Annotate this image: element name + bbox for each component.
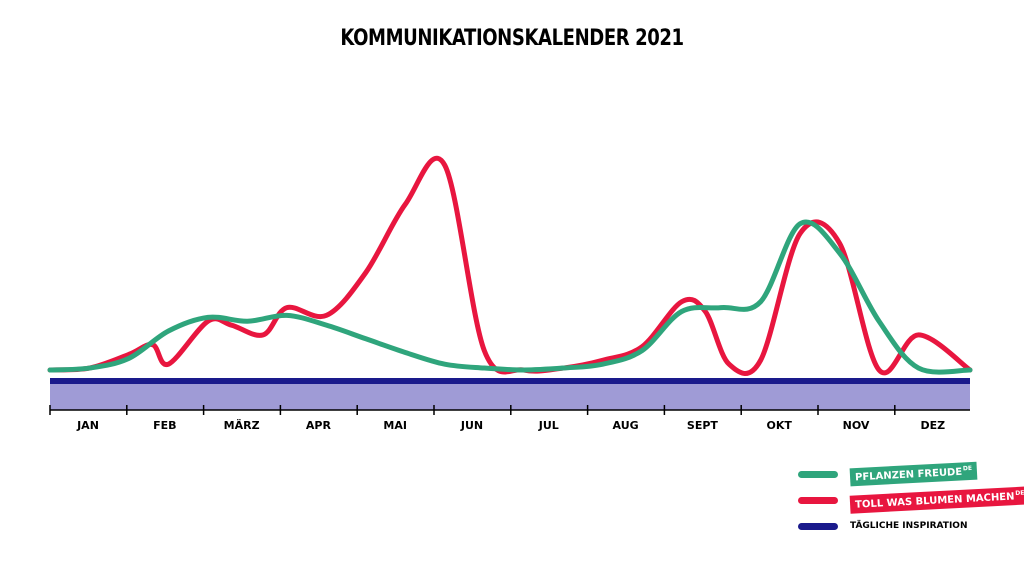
pflanzen-freude-logo-badge: PFLANZEN FREUDEDE xyxy=(849,461,978,487)
x-tick-label: MAI xyxy=(383,419,407,432)
legend-item-taegliche-inspiration: TÄGLICHE INSPIRATION xyxy=(798,515,1024,537)
legend-swatch-taegliche-inspiration xyxy=(798,522,838,530)
legend-tld-toll-was-blumen-machen: DE xyxy=(1015,489,1024,497)
legend-label-toll-was-blumen-machen: TOLL WAS BLUMEN MACHEN xyxy=(854,491,1015,511)
legend-item-toll-was-blumen-machen: TOLL WAS BLUMEN MACHENDE xyxy=(798,486,1024,514)
toll-was-blumen-machen-logo-badge: TOLL WAS BLUMEN MACHENDE xyxy=(849,486,1024,514)
x-tick-label: JUN xyxy=(460,419,483,432)
x-tick-label: JAN xyxy=(76,419,99,432)
x-tick-label: OKT xyxy=(767,419,793,432)
legend-item-pflanzen-freude: PFLANZEN FREUDEDE xyxy=(798,461,1024,487)
x-tick-label: AUG xyxy=(613,419,639,432)
legend: PFLANZEN FREUDEDE TOLL WAS BLUMEN MACHEN… xyxy=(798,461,1024,541)
chart-title: KOMMUNIKATIONSKALENDER 2021 xyxy=(340,26,684,51)
legend-tld-pflanzen-freude: DE xyxy=(962,464,973,473)
x-tick-label: APR xyxy=(306,419,332,432)
series-line-pflanzen-freude xyxy=(47,219,973,375)
legend-swatch-toll-was-blumen-machen xyxy=(798,496,838,504)
x-tick-label: NOV xyxy=(843,419,870,432)
x-tick-label: MÄRZ xyxy=(224,418,260,432)
x-tick-label: DEZ xyxy=(920,419,945,432)
legend-label-pflanzen-freude: PFLANZEN FREUDE xyxy=(854,466,963,484)
x-tick-label: JUL xyxy=(538,419,559,432)
x-tick-label: FEB xyxy=(153,419,176,432)
x-tick-label: SEPT xyxy=(687,419,718,432)
timeline-band xyxy=(50,381,970,410)
legend-label-taegliche-inspiration: TÄGLICHE INSPIRATION xyxy=(850,521,968,531)
legend-swatch-pflanzen-freude xyxy=(798,470,838,478)
series-line-toll-was-blumen-machen xyxy=(47,155,973,376)
